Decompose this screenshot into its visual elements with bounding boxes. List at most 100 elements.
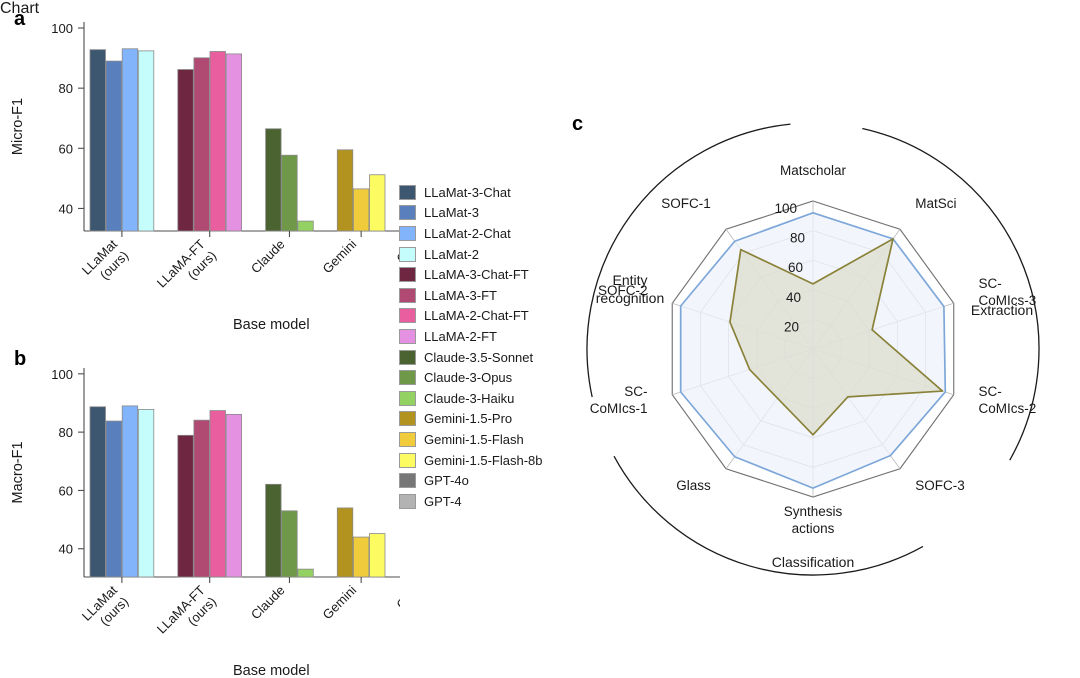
- radar-axis-label-group: SOFC-3: [915, 478, 965, 493]
- bar: [89, 406, 106, 578]
- legend-item[interactable]: LLaMA-3-FT: [399, 285, 574, 306]
- x-tick-label: Gemini: [320, 236, 360, 276]
- x-tick-label-group: LLaMA-FT(ours): [154, 236, 219, 290]
- bar: [352, 536, 370, 578]
- bar: [89, 49, 106, 232]
- radar-axis-label-group: MatSci: [915, 196, 956, 211]
- bar: [177, 69, 194, 232]
- bar: [193, 57, 210, 232]
- legend-item-label: Gemini-1.5-Pro: [424, 411, 513, 427]
- legend-color-swatch: [399, 349, 416, 365]
- bar: [209, 51, 226, 232]
- bar: [137, 50, 155, 232]
- macro-f1-bar-chart: 40 60 80 100 LLaMat(ours) LLaMA-FT(ours) Claud…: [10, 367, 400, 678]
- legend-item[interactable]: Gemini-1.5-Pro: [399, 409, 574, 430]
- legend-item[interactable]: Claude-3-Opus: [399, 367, 574, 388]
- bar: [297, 220, 314, 232]
- radar-group-arc: [862, 127, 1040, 461]
- radar-axis-label-group: SOFC-1: [661, 196, 711, 211]
- radar-axis-label: Synthesis: [784, 504, 843, 519]
- radar-axis-label-group: SC- CoMIcs-1: [590, 384, 648, 416]
- legend-color-swatch: [399, 493, 416, 509]
- bar: [336, 507, 354, 578]
- x-tick-label-group: LLaMat(ours): [79, 236, 132, 282]
- radar-axis-label: CoMIcs-1: [590, 401, 648, 416]
- legend-item[interactable]: GPT-4o: [399, 470, 574, 491]
- radar-axis-label-group: SOFC-2: [598, 283, 648, 298]
- legend-item[interactable]: LLaMat-2: [399, 244, 574, 265]
- radar-group-arc: [586, 123, 791, 398]
- bar: [281, 510, 298, 578]
- legend-color-swatch: [399, 431, 416, 447]
- bar: [121, 48, 139, 232]
- legend-item[interactable]: Gemini-1.5-Flash: [399, 429, 574, 450]
- bar: [265, 483, 282, 578]
- legend-item-label: LLaMA-2-FT: [424, 328, 497, 344]
- radar-axis-label: SC-: [978, 276, 1001, 291]
- task-radar-chart: 100 80 60 40 20 Matscholar MatSci SC- CoMIcs-3 SC…: [586, 123, 1040, 576]
- y-axis-title: Micro-F1: [10, 98, 26, 155]
- legend-color-swatch: [399, 411, 416, 427]
- radar-tick-label: 100: [774, 201, 797, 216]
- legend-color-swatch: [399, 452, 416, 468]
- x-tick-label-group: GPT: [393, 236, 400, 266]
- radar-group-arc: [613, 455, 924, 576]
- x-tick-label-group: Gemini: [320, 236, 360, 276]
- y-tick-label: 100: [51, 21, 73, 36]
- radar-axis-label: CoMIcs-3: [978, 293, 1036, 308]
- radar-group-label: Extraction: [971, 302, 1033, 318]
- legend-color-swatch: [399, 473, 416, 489]
- legend-item-label: LLaMA-3-FT: [424, 287, 497, 303]
- legend-item-label: Claude-3.5-Sonnet: [424, 349, 534, 365]
- legend-item[interactable]: GPT-4: [399, 491, 574, 512]
- radar-group-label: Classification: [772, 554, 854, 570]
- legend-color-swatch: [399, 184, 416, 200]
- legend-item-label: Claude-3-Opus: [424, 370, 513, 386]
- legend-item[interactable]: Gemini-1.5-Flash-8b: [399, 450, 574, 471]
- bar: [369, 533, 386, 578]
- y-tick-label: 60: [59, 483, 73, 498]
- radar-tick-label: 60: [788, 260, 803, 275]
- x-tick-label: Gemini: [320, 582, 360, 622]
- radar-tick-label: 80: [790, 231, 805, 246]
- radar-tick-label: 20: [784, 319, 799, 334]
- y-tick-label: 80: [59, 81, 73, 96]
- legend-item-label: Claude-3-Haiku: [424, 390, 515, 406]
- radar-axis-label-group: Matscholar: [780, 163, 847, 178]
- legend-item[interactable]: Claude-3-Haiku: [399, 388, 574, 409]
- radar-tick-label: 40: [786, 290, 801, 305]
- legend-item[interactable]: LLaMA-2-Chat-FT: [399, 306, 574, 327]
- radar-axis-label-group: SC- CoMIcs-2: [978, 384, 1036, 416]
- bar: [121, 405, 139, 578]
- legend-item[interactable]: Claude-3.5-Sonnet: [399, 347, 574, 368]
- legend-item-label: GPT-4: [424, 493, 462, 509]
- legend-item[interactable]: LLaMA-3-Chat-FT: [399, 264, 574, 285]
- legend-item[interactable]: LLaMA-2-FT: [399, 326, 574, 347]
- bar: [225, 53, 243, 232]
- bar: [369, 174, 386, 232]
- radar-axis-label: SOFC-2: [598, 283, 648, 298]
- bar: [137, 408, 155, 578]
- bar: [336, 149, 354, 232]
- x-tick-label-group: Claude: [248, 237, 288, 277]
- radar-axis-label: SOFC-1: [661, 196, 711, 211]
- radar-axis-label: Matscholar: [780, 163, 847, 178]
- y-tick-label: 40: [59, 201, 73, 216]
- legend-item[interactable]: LLaMat-3-Chat: [399, 182, 574, 203]
- model-legend: LLaMat-3-Chat LLaMat-3 LLaMat-2-Chat LLaMat…: [399, 182, 574, 512]
- bar: [297, 568, 314, 578]
- legend-color-swatch: [399, 287, 416, 303]
- legend-color-swatch: [399, 328, 416, 344]
- x-tick-label: Claude: [248, 583, 288, 623]
- bar: [193, 419, 210, 578]
- y-tick-label: 100: [51, 367, 73, 382]
- legend-item[interactable]: LLaMat-3: [399, 203, 574, 224]
- bar: [225, 413, 243, 578]
- y-tick-label: 60: [59, 141, 73, 156]
- legend-color-swatch: [399, 308, 416, 324]
- legend-item-label: LLaMat-3-Chat: [424, 184, 511, 200]
- legend-item-label: LLaMat-3: [424, 205, 479, 221]
- x-axis-title: Base model: [233, 317, 310, 333]
- legend-item-label: Gemini-1.5-Flash: [424, 431, 524, 447]
- legend-item[interactable]: LLaMat-2-Chat: [399, 223, 574, 244]
